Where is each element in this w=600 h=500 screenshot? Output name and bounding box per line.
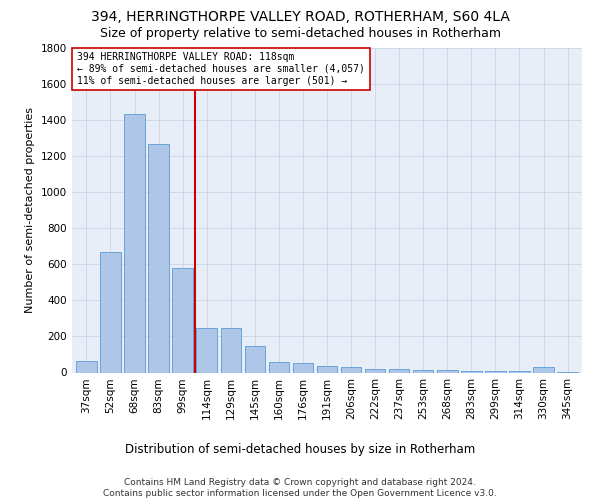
Bar [485,370,506,372]
Bar [245,346,265,372]
Bar [389,369,409,372]
Bar [293,362,313,372]
Bar [100,252,121,372]
Text: 394 HERRINGTHORPE VALLEY ROAD: 118sqm
← 89% of semi-detached houses are smaller : 394 HERRINGTHORPE VALLEY ROAD: 118sqm ← … [77,52,365,86]
Bar [221,328,241,372]
Bar [148,144,169,372]
Bar [437,370,458,372]
Bar [461,370,482,372]
Bar [533,368,554,372]
Bar [365,369,385,372]
Text: 394, HERRINGTHORPE VALLEY ROAD, ROTHERHAM, S60 4LA: 394, HERRINGTHORPE VALLEY ROAD, ROTHERHA… [91,10,509,24]
Bar [76,361,97,372]
Bar [269,362,289,372]
Bar [124,114,145,372]
Bar [413,370,433,372]
Bar [341,368,361,372]
Y-axis label: Number of semi-detached properties: Number of semi-detached properties [25,107,35,313]
Bar [172,268,193,372]
Text: Distribution of semi-detached houses by size in Rotherham: Distribution of semi-detached houses by … [125,442,475,456]
Bar [509,371,530,372]
Bar [196,328,217,372]
Bar [317,366,337,372]
Text: Size of property relative to semi-detached houses in Rotherham: Size of property relative to semi-detach… [100,28,500,40]
Text: Contains HM Land Registry data © Crown copyright and database right 2024.
Contai: Contains HM Land Registry data © Crown c… [103,478,497,498]
